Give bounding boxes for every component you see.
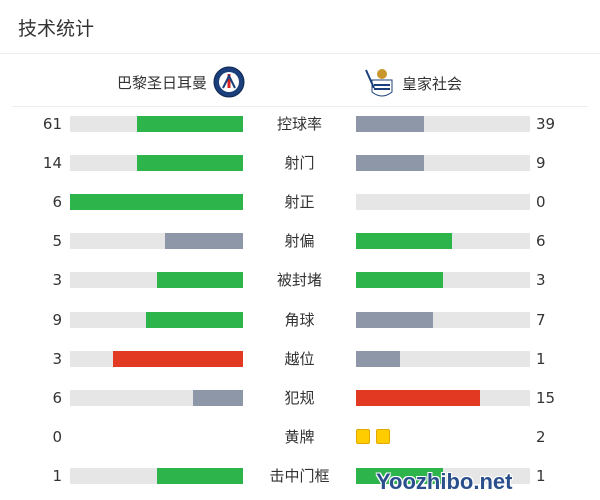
away-bar (356, 233, 530, 250)
home-bar-fill (156, 272, 243, 289)
home-value: 3 (52, 271, 62, 290)
stat-row: 5 射偏 6 (0, 232, 600, 250)
stat-label: 击中门框 (269, 466, 330, 485)
away-bar (356, 311, 530, 328)
home-team-name: 巴黎圣日耳曼 (116, 73, 207, 92)
away-team[interactable]: 皇家社会 (364, 66, 462, 100)
home-bar (70, 155, 243, 172)
stat-label: 射门 (284, 154, 315, 173)
home-bar-fill (156, 467, 243, 484)
real-sociedad-crest-icon (365, 69, 393, 97)
home-value: 6 (52, 193, 62, 212)
home-bar-fill (165, 233, 243, 250)
away-bar (356, 467, 530, 484)
home-bar (70, 389, 243, 406)
home-bar-fill (192, 389, 243, 406)
stat-label: 控球率 (276, 115, 322, 133)
home-bar-fill (113, 350, 243, 367)
home-bar (70, 194, 243, 211)
home-bar-fill (70, 194, 243, 211)
home-bar-fill (137, 155, 243, 172)
away-value: 2 (536, 427, 546, 446)
stat-label: 射偏 (284, 232, 315, 251)
away-value: 1 (536, 349, 546, 368)
yellow-card-icon (356, 428, 370, 444)
away-bar-fill (356, 155, 424, 172)
home-value: 3 (52, 349, 62, 368)
away-value: 0 (536, 193, 546, 212)
home-bar (70, 467, 243, 484)
home-bar (70, 272, 243, 289)
watermark: Yoozhibo.net (376, 469, 513, 494)
away-bar (356, 116, 530, 132)
stat-label: 越位 (284, 349, 315, 368)
home-team[interactable]: 巴黎圣日耳曼 (117, 66, 245, 98)
away-value: 3 (536, 271, 546, 290)
stat-row: 1 击中门框 1 (0, 467, 600, 485)
divider (12, 106, 588, 107)
away-bar-fill (356, 272, 443, 289)
home-bar-fill (146, 311, 243, 328)
home-bar (70, 311, 243, 328)
psg-crest-icon (213, 66, 245, 98)
stat-row: 61 控球率 39 (0, 115, 600, 133)
yellow-card-icon (376, 428, 390, 444)
away-team-name: 皇家社会 (402, 74, 463, 93)
stat-label: 被封堵 (276, 271, 322, 290)
home-value: 5 (52, 232, 62, 251)
away-yellow-cards (356, 428, 390, 444)
home-value: 1 (52, 466, 62, 485)
away-bar-fill (356, 311, 433, 328)
home-bar (70, 233, 243, 250)
stat-label: 射正 (284, 193, 315, 212)
away-bar-fill (356, 116, 424, 132)
page-title: 技术统计 (18, 18, 95, 40)
away-bar-fill (356, 467, 443, 484)
teams-header: 巴黎圣日耳曼 皇家社会 (0, 62, 600, 102)
stat-row: 6 射正 0 (0, 193, 600, 211)
away-value: 7 (536, 310, 546, 329)
stat-row: 6 犯规 15 (0, 389, 600, 407)
stat-label: 犯规 (284, 388, 315, 407)
away-bar (356, 194, 530, 211)
home-value: 6 (52, 388, 62, 407)
away-bar (356, 389, 530, 406)
away-bar-fill (356, 350, 400, 367)
stat-row: 3 被封堵 3 (0, 271, 600, 289)
stat-row: 14 射门 9 (0, 154, 600, 172)
away-bar (356, 350, 530, 367)
away-bar (356, 272, 530, 289)
home-bar-fill (137, 116, 243, 132)
stat-row: 3 越位 1 (0, 350, 600, 368)
away-value: 1 (536, 466, 546, 485)
away-bar-fill (356, 233, 452, 250)
away-value: 39 (536, 115, 556, 133)
stat-row: 9 角球 7 (0, 311, 600, 329)
stat-row: 0 黄牌 2 (0, 428, 600, 446)
stat-label: 黄牌 (284, 427, 315, 446)
divider (0, 53, 600, 54)
away-value: 6 (536, 232, 546, 251)
home-value: 0 (52, 427, 62, 446)
home-bar (70, 350, 243, 367)
away-bar (356, 155, 530, 172)
home-value: 9 (52, 310, 62, 329)
away-bar-fill (356, 389, 480, 406)
home-value: 61 (42, 115, 62, 133)
home-value: 14 (42, 154, 62, 173)
away-value: 9 (536, 154, 546, 173)
away-value: 15 (536, 388, 556, 407)
home-bar (70, 116, 243, 132)
stat-label: 角球 (284, 310, 315, 329)
